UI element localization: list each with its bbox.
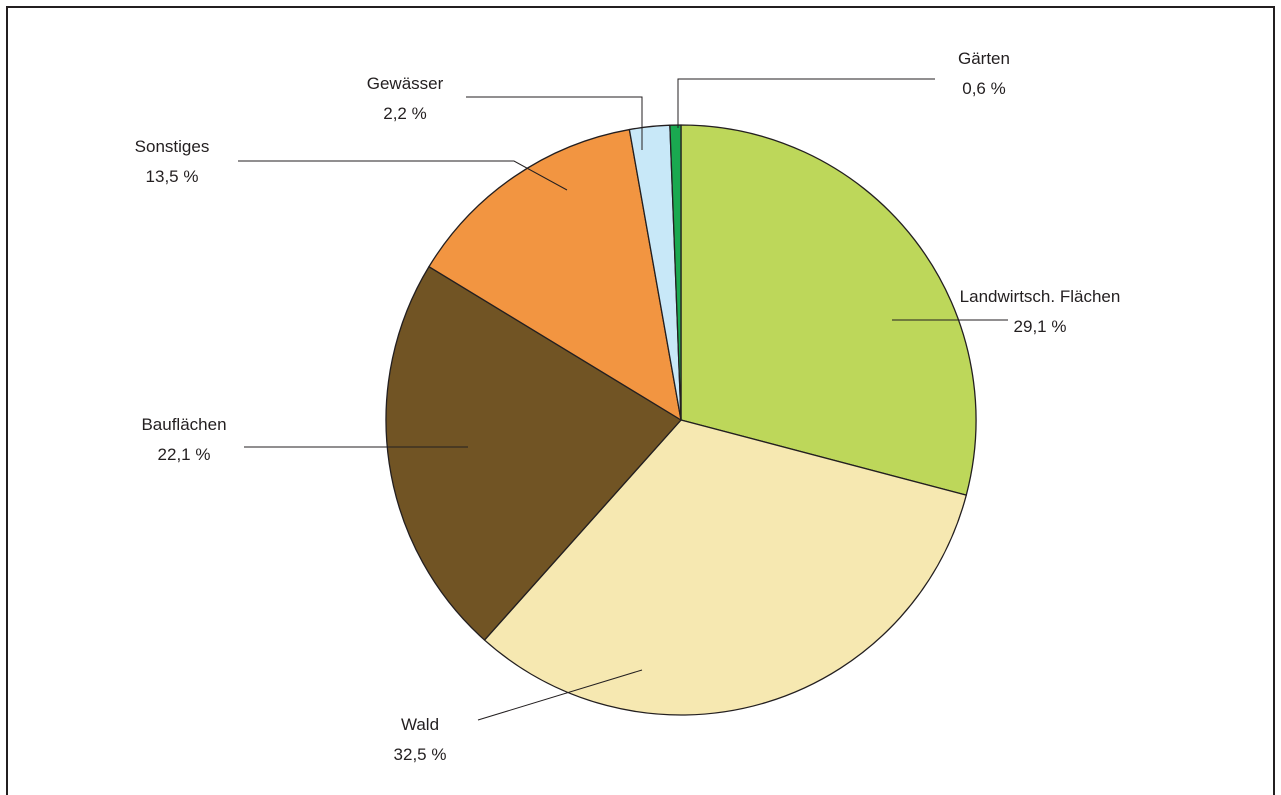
slice-value-label: 2,2 % [383, 104, 426, 123]
leader-line [466, 96, 643, 150]
slice-label: Gewässer [367, 74, 444, 93]
slice-value-label: 29,1 % [1014, 317, 1067, 336]
leader-line [238, 160, 568, 191]
slice-value-label: 13,5 % [146, 167, 199, 186]
slice-label: Bauflächen [141, 415, 226, 434]
slice-label: Wald [401, 715, 439, 734]
slice-value-label: 0,6 % [962, 79, 1005, 98]
pie-slice-gärten [669, 124, 682, 421]
slice-value-label: 32,5 % [394, 745, 447, 764]
slice-value-label: 22,1 % [158, 445, 211, 464]
slice-label: Gärten [958, 49, 1010, 68]
pie-slice-sonstiges [428, 128, 682, 421]
slice-label: Sonstiges [135, 137, 210, 156]
leader-line [477, 669, 643, 721]
leader-line [677, 78, 935, 128]
pie-slice-bauflächen [385, 266, 682, 641]
slice-label: Landwirtsch. Flächen [960, 287, 1121, 306]
chart-frame [6, 6, 1275, 795]
pie-slice-landwirtsch-flächen [680, 124, 977, 496]
pie-slice-wald [483, 419, 967, 716]
